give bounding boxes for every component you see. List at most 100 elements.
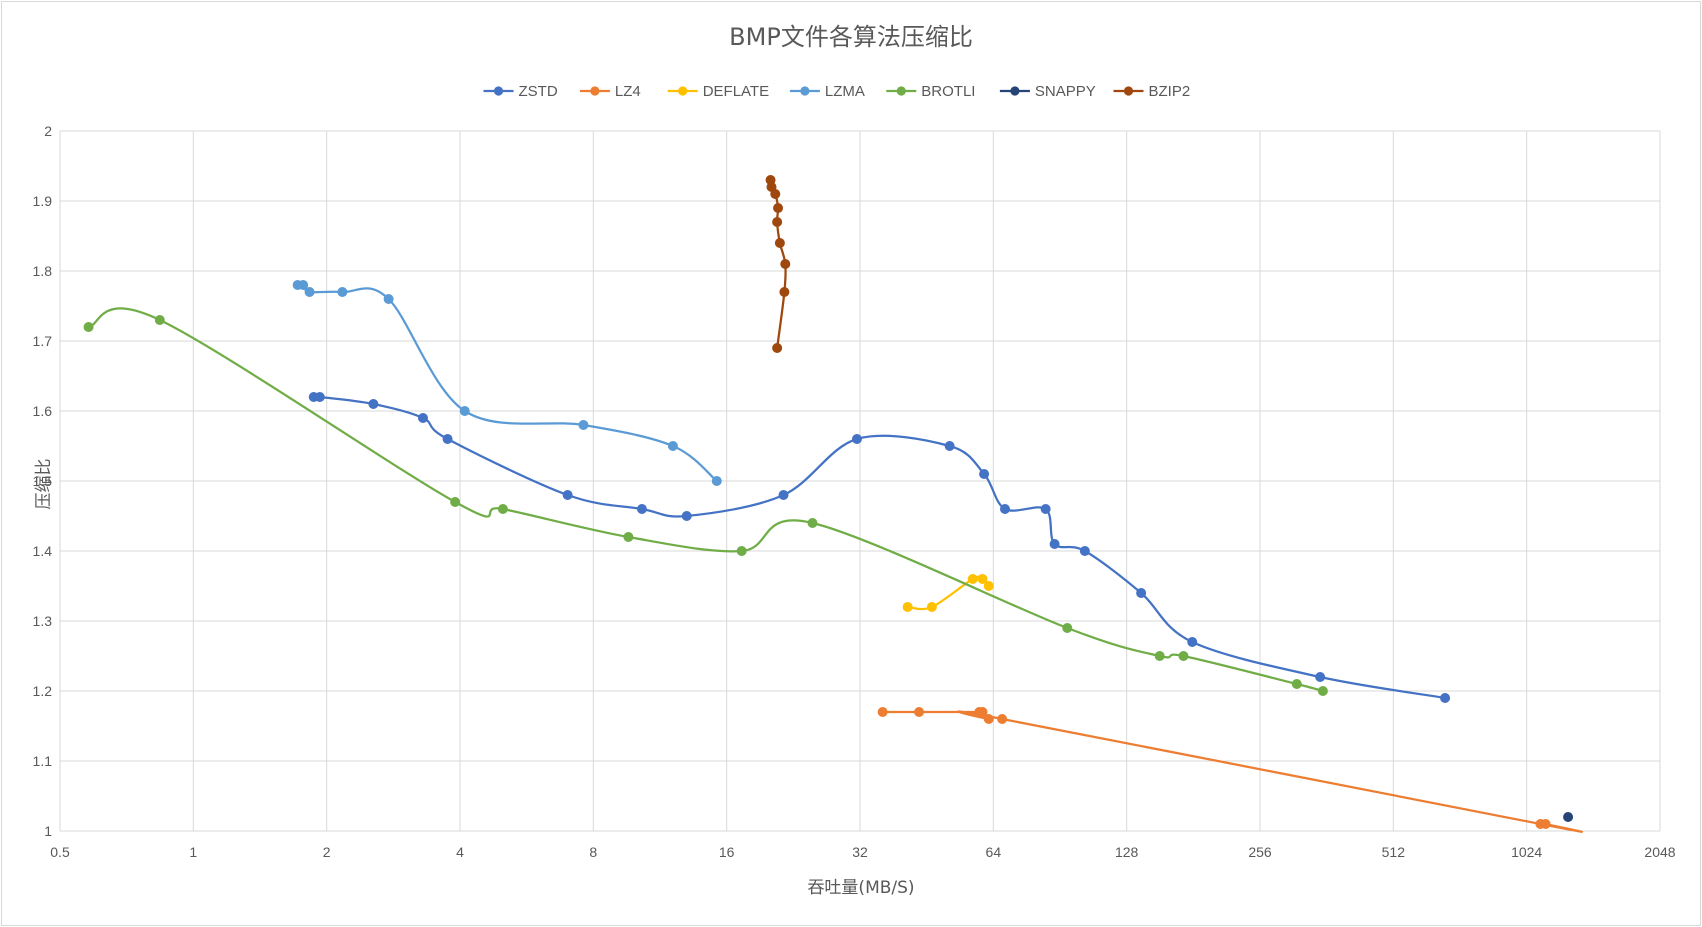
data-point-zstd	[778, 489, 789, 500]
legend-swatch-marker	[800, 86, 810, 96]
data-point-lz4	[914, 707, 925, 718]
data-point-brotli	[736, 546, 747, 557]
data-point-lzma	[304, 286, 315, 297]
legend-label: BROTLI	[921, 83, 975, 100]
data-point-bzip2	[774, 237, 785, 248]
x-tick-label: 128	[1115, 844, 1139, 860]
legend-swatch-marker	[590, 86, 600, 96]
legend-item-snappy: SNAPPY	[999, 83, 1096, 100]
y-axis-ticks: 1 1.1 1.2 1.3 1.4 1.5 1.6 1.7 1.8 1.9 2	[33, 123, 53, 839]
data-point-deflate	[967, 574, 978, 585]
data-point-brotli	[1291, 679, 1302, 690]
data-point-zstd	[1079, 546, 1090, 557]
y-tick-label: 1.3	[33, 613, 53, 629]
data-point-bzip2	[770, 188, 781, 199]
legend-swatch-marker	[896, 86, 906, 96]
data-point-bzip2	[780, 258, 791, 269]
data-point-deflate	[983, 581, 994, 592]
data-point-brotli	[1317, 686, 1328, 697]
y-tick-label: 1.5	[33, 473, 53, 489]
legend-item-lz4: LZ4	[579, 83, 641, 100]
data-point-zstd	[1440, 693, 1451, 704]
data-point-zstd	[681, 510, 692, 521]
data-point-zstd	[417, 412, 428, 423]
x-tick-label: 64	[986, 844, 1002, 860]
data-point-lz4	[1540, 819, 1551, 830]
data-point-lz4	[977, 707, 988, 718]
data-point-brotli	[1062, 623, 1073, 634]
data-point-lz4	[877, 707, 888, 718]
legend-item-brotli: BROTLI	[886, 83, 975, 100]
x-tick-label: 8	[589, 844, 597, 860]
legend-label: BZIP2	[1149, 83, 1191, 100]
series-line-zstd	[312, 395, 1447, 700]
x-tick-label: 16	[719, 844, 735, 860]
legend: ZSTD LZ4 DEFLATE LZMA BROTLI SNAPPY BZIP2	[483, 83, 1191, 100]
x-tick-label: 0.5	[50, 844, 70, 860]
data-point-brotli	[154, 314, 165, 325]
data-point-brotli	[1178, 651, 1189, 662]
x-axis-ticks: 0.5 1 2 4 8 16 32 64 128 256 512 1024 2048	[50, 844, 1676, 860]
data-point-brotli	[1154, 651, 1165, 662]
data-point-deflate	[977, 574, 988, 585]
y-tick-label: 1.7	[33, 333, 53, 349]
legend-label: LZ4	[615, 83, 641, 100]
data-point-bzip2	[772, 342, 783, 353]
data-point-lz4	[983, 714, 994, 725]
data-point-zstd	[1040, 503, 1051, 514]
data-point-lzma	[667, 440, 678, 451]
x-axis-title: 吞吐量(MB/S)	[807, 878, 914, 898]
data-point-zstd	[999, 503, 1010, 514]
data-point-zstd	[944, 440, 955, 451]
y-tick-label: 1.9	[33, 193, 53, 209]
legend-swatch-marker	[493, 86, 504, 96]
data-point-zstd	[1049, 539, 1060, 550]
chart-title: BMP文件各算法压缩比	[729, 23, 973, 51]
legend-item-deflate: DEFLATE	[667, 83, 769, 100]
y-axis-title: 压缩比	[34, 459, 54, 510]
data-point-brotli	[497, 503, 508, 514]
x-tick-label: 1024	[1511, 844, 1542, 860]
data-point-zstd	[314, 391, 325, 402]
data-point-zstd	[1315, 672, 1326, 683]
data-point-deflate	[902, 602, 913, 613]
data-point-zstd	[562, 489, 573, 500]
series-line-lz4	[881, 710, 1583, 833]
data-point-brotli	[450, 496, 461, 507]
legend-label: LZMA	[825, 83, 865, 100]
series-line-brotli	[87, 307, 1325, 693]
y-tick-label: 1.4	[33, 543, 53, 559]
data-point-zstd	[442, 433, 453, 444]
legend-item-lzma: LZMA	[789, 83, 865, 100]
data-point-brotli	[83, 321, 94, 332]
data-point-lzma	[711, 475, 722, 486]
data-point-bzip2	[779, 286, 790, 297]
legend-swatch-marker	[1010, 86, 1020, 96]
data-point-lzma	[459, 405, 470, 416]
y-tick-label: 1.6	[33, 403, 53, 419]
data-point-bzip2	[773, 202, 784, 213]
x-tick-label: 1	[189, 844, 197, 860]
series-points	[83, 174, 1574, 830]
x-tick-label: 2	[323, 844, 331, 860]
y-tick-label: 1.2	[33, 683, 53, 699]
legend-label: SNAPPY	[1035, 83, 1096, 100]
data-point-bzip2	[772, 216, 783, 227]
legend-label: DEFLATE	[703, 83, 769, 100]
y-tick-label: 1.1	[33, 753, 53, 769]
data-point-lzma	[337, 286, 348, 297]
legend-swatch-marker	[678, 86, 688, 96]
data-point-lzma	[383, 293, 394, 304]
data-point-zstd	[851, 433, 862, 444]
data-point-brotli	[807, 518, 818, 529]
y-tick-label: 1	[44, 823, 52, 839]
y-tick-label: 1.8	[33, 263, 53, 279]
data-point-zstd	[979, 468, 990, 479]
x-tick-label: 32	[852, 844, 868, 860]
gridlines	[59, 130, 1661, 832]
legend-swatch-marker	[1123, 86, 1134, 96]
data-point-zstd	[368, 398, 379, 409]
data-point-deflate	[926, 602, 937, 613]
